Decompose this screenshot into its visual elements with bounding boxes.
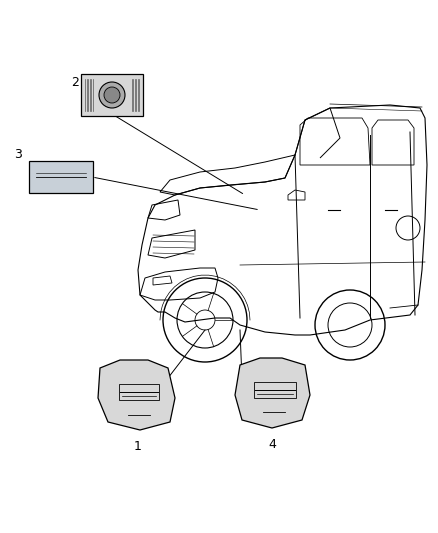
Circle shape — [99, 82, 125, 108]
Text: 3: 3 — [14, 149, 22, 161]
Text: 1: 1 — [134, 440, 142, 454]
FancyBboxPatch shape — [29, 161, 93, 193]
Text: 2: 2 — [71, 76, 79, 88]
Circle shape — [104, 87, 120, 103]
Polygon shape — [235, 358, 310, 428]
Polygon shape — [98, 360, 175, 430]
Text: 4: 4 — [268, 439, 276, 451]
FancyBboxPatch shape — [81, 74, 143, 116]
